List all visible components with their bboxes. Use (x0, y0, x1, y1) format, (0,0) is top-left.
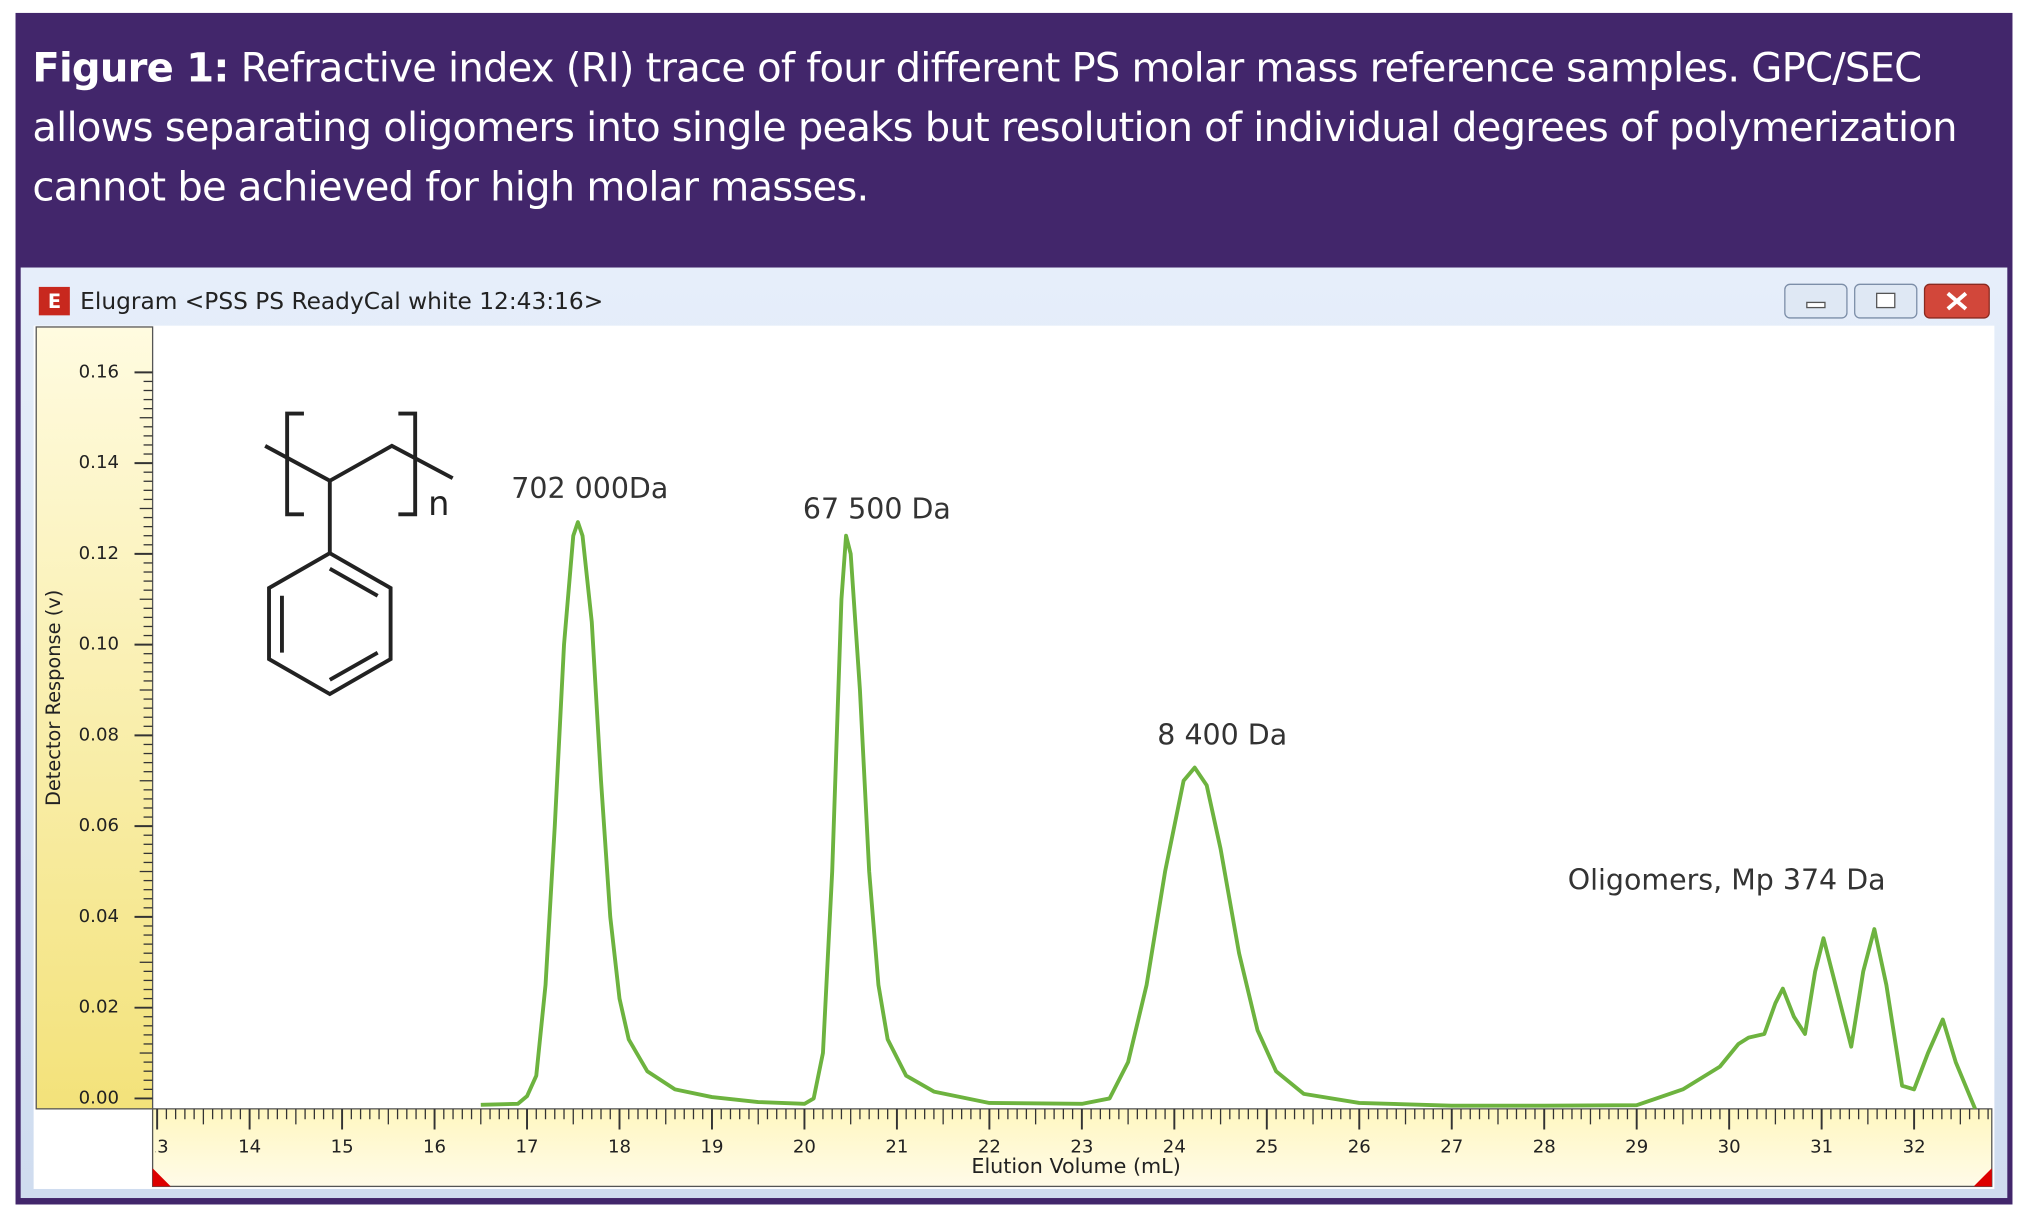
x-tick-label: 13 (146, 1137, 169, 1158)
x-axis-strip (151, 1108, 1993, 1188)
y-tick-label: 0.02 (79, 997, 119, 1018)
y-tick-label: 0.12 (79, 543, 119, 564)
app-icon-letter: E (48, 290, 61, 313)
x-tick-label: 19 (700, 1137, 723, 1158)
x-tick-label: 14 (238, 1137, 261, 1158)
y-tick-label: 0.04 (79, 906, 119, 927)
annotation: 67 500 Da (803, 492, 951, 525)
x-tick-label: 16 (423, 1137, 446, 1158)
x-tick-label: 27 (1440, 1137, 1463, 1158)
caption: Figure 1: Refractive index (RI) trace of… (32, 39, 2004, 217)
y-tick-label: 0.06 (79, 815, 119, 836)
minimize-icon (1806, 301, 1826, 309)
left-bracket (285, 411, 304, 517)
corner-marker (152, 1168, 171, 1187)
y-tick-label: 0.10 (79, 634, 119, 655)
x-tick-label: 24 (1163, 1137, 1186, 1158)
x-tick-label: 17 (516, 1137, 539, 1158)
x-tick-label: 32 (1903, 1137, 1926, 1158)
x-tick-label: 22 (978, 1137, 1001, 1158)
trace (480, 520, 1977, 1109)
minimize-button[interactable] (1784, 283, 1848, 319)
x-tick-label: 28 (1533, 1137, 1556, 1158)
benzene-ring (267, 550, 393, 697)
x-tick-label: 26 (1348, 1137, 1371, 1158)
double-bonds (280, 566, 379, 682)
corner-marker (1973, 1168, 1992, 1187)
y-axis-title: Detector Response (v) (42, 590, 65, 806)
x-tick-label: 25 (1255, 1137, 1278, 1158)
y-tick-label: 0.14 (79, 452, 119, 473)
x-axis-title: Elution Volume (mL) (971, 1154, 1180, 1178)
x-tick-label: 21 (885, 1137, 908, 1158)
caption-text: Refractive index (RI) trace of four diff… (32, 45, 1957, 211)
window-buttons (1784, 283, 1990, 319)
x-tick-label: 29 (1625, 1137, 1648, 1158)
app-icon (38, 286, 70, 316)
caption-label: Figure 1: (32, 45, 229, 92)
caption-box: Figure 1: Refractive index (RI) trace of… (32, 39, 2004, 217)
x-tick-label: 23 (1070, 1137, 1093, 1158)
x-tick-label: 15 (331, 1137, 354, 1158)
annotation: 8 400 Da (1157, 719, 1287, 752)
right-bracket (398, 411, 418, 517)
y-axis-strip (35, 326, 154, 1110)
repeat-n: n (428, 484, 449, 523)
x-tick-label: 30 (1718, 1137, 1741, 1158)
x-tick-label: 18 (608, 1137, 631, 1158)
chart-area (33, 325, 1995, 1189)
annotation: 702 000Da (511, 472, 668, 505)
annotation: Oligomers, Mp 374 Da (1568, 863, 1886, 896)
structure (264, 411, 454, 697)
axes: 0.00 0.02 0.04 0.06 0.08 0.10 0.12 0.14 0.16 13 14… (79, 361, 1992, 1187)
y-tick-label: 0.00 (79, 1087, 119, 1108)
close-icon (1946, 291, 1968, 311)
y-tick-label: 0.16 (79, 361, 119, 382)
chain (264, 443, 454, 483)
x-ticks: 13 14 15 16 17 18 19 20 21 22 23 24 25 26 27 28 29 30 31 32 (146, 1108, 1989, 1158)
maximize-icon (1876, 292, 1896, 309)
x-tick-label: 31 (1810, 1137, 1833, 1158)
y-tick-label: 0.08 (79, 724, 119, 745)
x-tick-label: 20 (793, 1137, 816, 1158)
window-title: Elugram <PSS PS ReadyCal white 12:43:16> (80, 288, 603, 315)
